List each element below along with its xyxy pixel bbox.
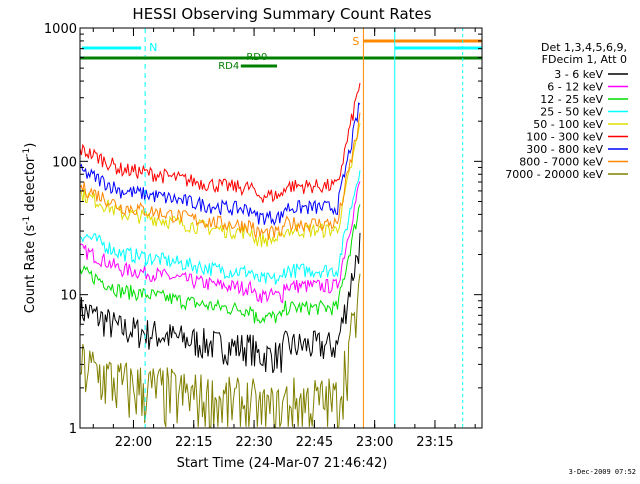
legend-entry-label: 800 - 7000 keV bbox=[519, 156, 603, 169]
series-line-5 bbox=[79, 122, 361, 248]
legend-entry-label: 12 - 25 keV bbox=[540, 93, 603, 106]
legend-entry-label: 25 - 50 keV bbox=[540, 106, 603, 119]
x-axis-label: Start Time (24-Mar-07 21:46:42) bbox=[177, 456, 388, 471]
x-tick-label: 22:45 bbox=[296, 435, 333, 450]
rd0-label: RD0 bbox=[246, 52, 267, 63]
series-line-9 bbox=[79, 273, 361, 428]
legend-header: Det 1,3,4,5,6,9, bbox=[541, 41, 627, 54]
legend-entry-label: 7000 - 20000 keV bbox=[505, 168, 603, 181]
series-line-3 bbox=[79, 204, 361, 324]
legend-entry-label: 300 - 800 keV bbox=[526, 143, 603, 156]
y-tick-label: 1 bbox=[69, 422, 77, 437]
saa-label: S bbox=[352, 35, 359, 48]
series-line-7 bbox=[79, 102, 361, 226]
legend-entry-label: 3 - 6 keV bbox=[554, 68, 603, 81]
footer-date: 3-Dec-2009 07:52 bbox=[568, 468, 636, 476]
x-tick-label: 23:00 bbox=[356, 435, 393, 450]
data-layer bbox=[79, 82, 361, 428]
x-tick-label: 23:15 bbox=[416, 435, 453, 450]
legend: Det 1,3,4,5,6,9,FDecim 1, Att 0 3 - 6 keV… bbox=[505, 41, 628, 181]
plot-frame bbox=[79, 27, 483, 429]
series-line-2 bbox=[79, 181, 361, 304]
y-tick-label: 1000 bbox=[44, 22, 77, 37]
overlay-layer: N RD0 RD4 S bbox=[80, 28, 482, 428]
y-tick-label: 10 bbox=[60, 289, 77, 304]
legend-entry-label: 50 - 100 keV bbox=[533, 118, 603, 131]
y-tick-label: 100 bbox=[52, 155, 77, 170]
series-line-4 bbox=[79, 170, 361, 285]
x-tick-label: 22:15 bbox=[175, 435, 212, 450]
x-tick-label: 22:00 bbox=[115, 435, 152, 450]
axis-layer: 1 10 100 1000 22:00 22:15 22:30 22:45 23:00 23:15 bbox=[44, 22, 482, 450]
series-line-8 bbox=[79, 112, 361, 240]
night-label: N bbox=[149, 41, 157, 54]
y-axis-label: Count Rate (s-1 detector-1) bbox=[22, 143, 38, 314]
rd4-label: RD4 bbox=[218, 61, 239, 72]
series-line-6 bbox=[79, 82, 361, 203]
chart-title: HESSI Observing Summary Count Rates bbox=[132, 5, 431, 23]
legend-header: FDecim 1, Att 0 bbox=[542, 53, 627, 66]
series-line-1 bbox=[79, 232, 361, 374]
legend-entry-label: 100 - 300 keV bbox=[526, 131, 603, 144]
x-tick-label: 22:30 bbox=[235, 435, 272, 450]
legend-entry-label: 6 - 12 keV bbox=[547, 81, 603, 94]
